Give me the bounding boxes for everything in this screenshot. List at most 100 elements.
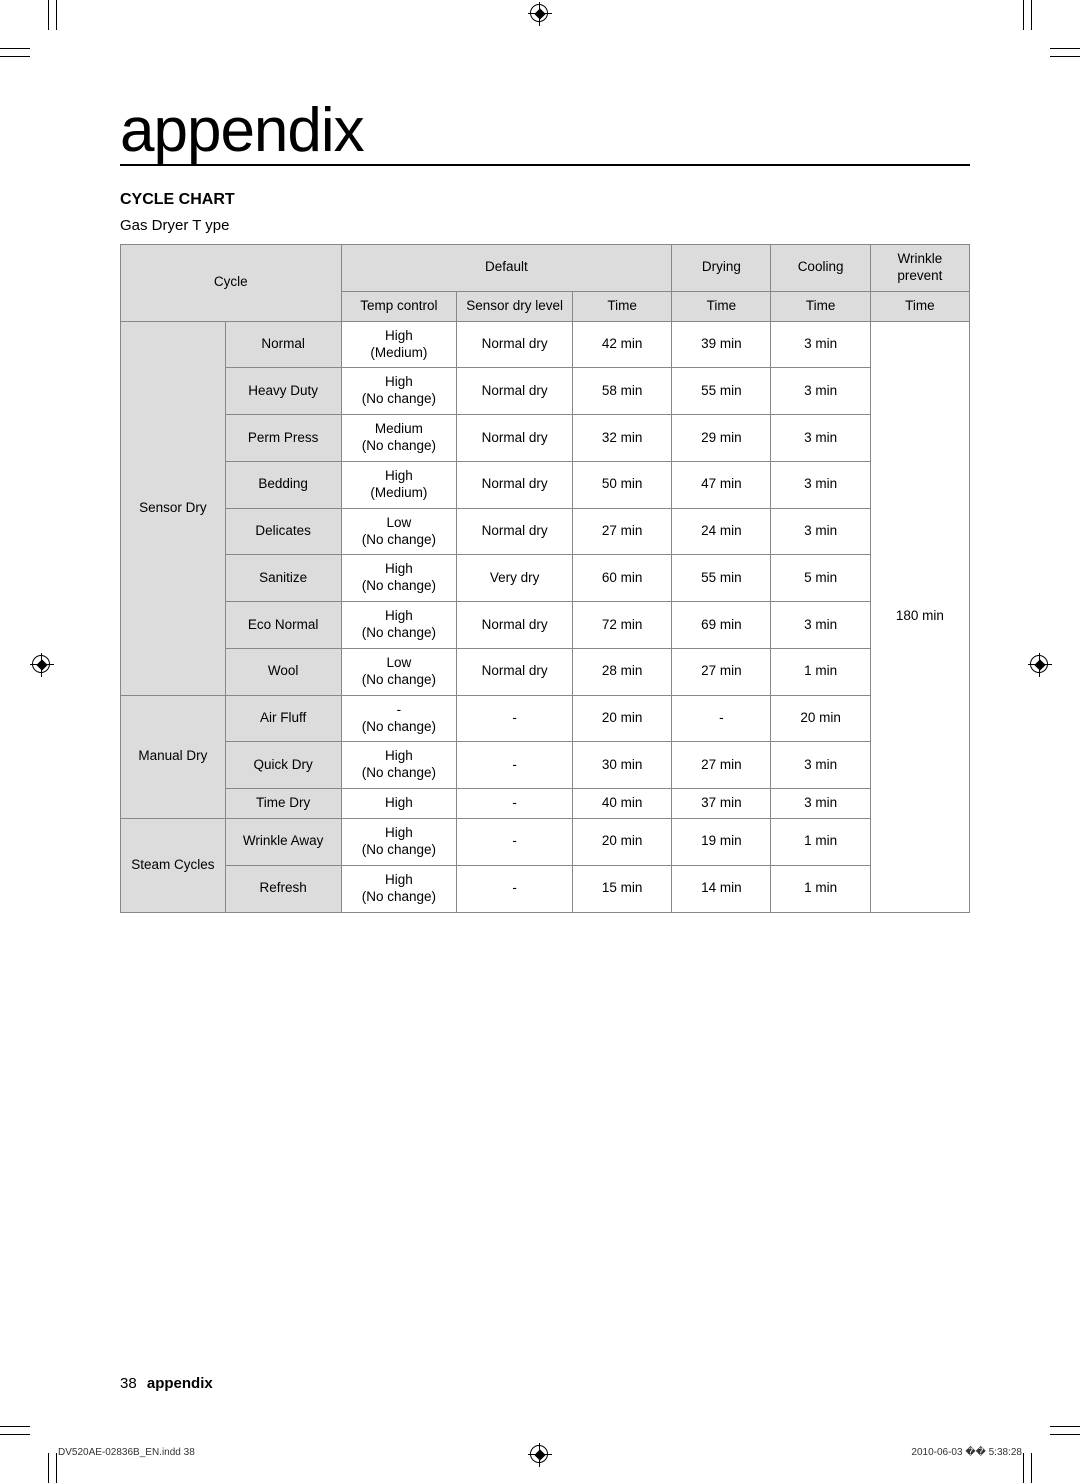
crop-mark: [0, 48, 30, 49]
table-row: RefreshHigh(No change)-15 min14 min1 min: [121, 865, 970, 912]
cooling-time-value: 3 min: [771, 415, 870, 462]
temp-control-value: High(No change): [341, 602, 457, 649]
col-time-3: Time: [771, 291, 870, 321]
cooling-time-value: 3 min: [771, 321, 870, 368]
table-row: Sensor DryNormalHigh(Medium)Normal dry42…: [121, 321, 970, 368]
table-row: SanitizeHigh(No change)Very dry60 min55 …: [121, 555, 970, 602]
temp-control-value: High(No change): [341, 742, 457, 789]
table-row: BeddingHigh(Medium)Normal dry50 min47 mi…: [121, 461, 970, 508]
cycle-name: Heavy Duty: [225, 368, 341, 415]
temp-control-value: High: [341, 789, 457, 819]
sensor-dry-value: -: [457, 695, 573, 742]
crop-mark: [48, 0, 49, 30]
cycle-group: Sensor Dry: [121, 321, 226, 695]
section-heading: CYCLE CHART: [120, 191, 970, 209]
crop-mark: [1023, 0, 1024, 30]
col-temp: Temp control: [341, 291, 457, 321]
table-row: DelicatesLow(No change)Normal dry27 min2…: [121, 508, 970, 555]
temp-control-value: -(No change): [341, 695, 457, 742]
col-time-1: Time: [573, 291, 672, 321]
default-time-value: 20 min: [573, 695, 672, 742]
registration-mark-top: [530, 4, 548, 27]
cycle-name: Sanitize: [225, 555, 341, 602]
crop-mark: [0, 1434, 30, 1435]
temp-control-value: High(No change): [341, 555, 457, 602]
table-row: Eco NormalHigh(No change)Normal dry72 mi…: [121, 602, 970, 649]
drying-time-value: -: [672, 695, 771, 742]
crop-mark: [56, 0, 57, 30]
drying-time-value: 69 min: [672, 602, 771, 649]
sensor-dry-value: Normal dry: [457, 602, 573, 649]
registration-mark-right: [1030, 655, 1048, 678]
cooling-time-value: 3 min: [771, 461, 870, 508]
col-sensor: Sensor dry level: [457, 291, 573, 321]
temp-control-value: High(No change): [341, 368, 457, 415]
default-time-value: 15 min: [573, 865, 672, 912]
table-row: WoolLow(No change)Normal dry28 min27 min…: [121, 648, 970, 695]
cycle-name: Normal: [225, 321, 341, 368]
cycle-name: Wrinkle Away: [225, 819, 341, 866]
cycle-name: Bedding: [225, 461, 341, 508]
table-subtitle: Gas Dryer T ype: [120, 217, 970, 234]
cooling-time-value: 1 min: [771, 819, 870, 866]
default-time-value: 20 min: [573, 819, 672, 866]
temp-control-value: High(Medium): [341, 321, 457, 368]
footer-label: appendix: [147, 1375, 213, 1392]
sensor-dry-value: Normal dry: [457, 321, 573, 368]
page-footer: 38 appendix: [120, 1375, 213, 1392]
sensor-dry-value: Very dry: [457, 555, 573, 602]
cooling-time-value: 3 min: [771, 508, 870, 555]
cycle-name: Quick Dry: [225, 742, 341, 789]
cooling-time-value: 3 min: [771, 742, 870, 789]
crop-mark: [1050, 56, 1080, 57]
temp-control-value: Medium(No change): [341, 415, 457, 462]
table-row: Perm PressMedium(No change)Normal dry32 …: [121, 415, 970, 462]
page-title: appendix: [120, 100, 970, 166]
temp-control-value: Low(No change): [341, 648, 457, 695]
cycle-name: Perm Press: [225, 415, 341, 462]
cycle-name: Eco Normal: [225, 602, 341, 649]
sensor-dry-value: -: [457, 742, 573, 789]
table-row: Quick DryHigh(No change)-30 min27 min3 m…: [121, 742, 970, 789]
cycle-name: Time Dry: [225, 789, 341, 819]
col-time-4: Time: [870, 291, 969, 321]
cooling-time-value: 3 min: [771, 602, 870, 649]
default-time-value: 42 min: [573, 321, 672, 368]
drying-time-value: 19 min: [672, 819, 771, 866]
cycle-name: Air Fluff: [225, 695, 341, 742]
crop-mark: [0, 1426, 30, 1427]
table-row: Heavy DutyHigh(No change)Normal dry58 mi…: [121, 368, 970, 415]
imprint-timestamp: 2010-06-03 �� 5:38:28: [911, 1447, 1022, 1458]
col-default: Default: [341, 245, 672, 292]
default-time-value: 50 min: [573, 461, 672, 508]
cooling-time-value: 5 min: [771, 555, 870, 602]
page-number: 38: [120, 1375, 137, 1392]
sensor-dry-value: Normal dry: [457, 415, 573, 462]
drying-time-value: 47 min: [672, 461, 771, 508]
table-row: Steam CyclesWrinkle AwayHigh(No change)-…: [121, 819, 970, 866]
temp-control-value: High(No change): [341, 865, 457, 912]
col-time-2: Time: [672, 291, 771, 321]
temp-control-value: High(No change): [341, 819, 457, 866]
imprint-filename: DV520AE-02836B_EN.indd 38: [58, 1447, 195, 1458]
drying-time-value: 39 min: [672, 321, 771, 368]
default-time-value: 28 min: [573, 648, 672, 695]
default-time-value: 40 min: [573, 789, 672, 819]
crop-mark: [56, 1453, 57, 1483]
table-row: Manual DryAir Fluff-(No change)-20 min-2…: [121, 695, 970, 742]
default-time-value: 30 min: [573, 742, 672, 789]
col-wrinkle: Wrinkle prevent: [870, 245, 969, 292]
col-drying: Drying: [672, 245, 771, 292]
default-time-value: 32 min: [573, 415, 672, 462]
default-time-value: 72 min: [573, 602, 672, 649]
drying-time-value: 37 min: [672, 789, 771, 819]
default-time-value: 58 min: [573, 368, 672, 415]
cooling-time-value: 1 min: [771, 865, 870, 912]
sensor-dry-value: Normal dry: [457, 648, 573, 695]
cycle-name: Wool: [225, 648, 341, 695]
crop-mark: [0, 56, 30, 57]
cycle-chart-table: Cycle Default Drying Cooling Wrinkle pre…: [120, 244, 970, 913]
default-time-value: 27 min: [573, 508, 672, 555]
cycle-group: Manual Dry: [121, 695, 226, 818]
crop-mark: [1050, 1434, 1080, 1435]
